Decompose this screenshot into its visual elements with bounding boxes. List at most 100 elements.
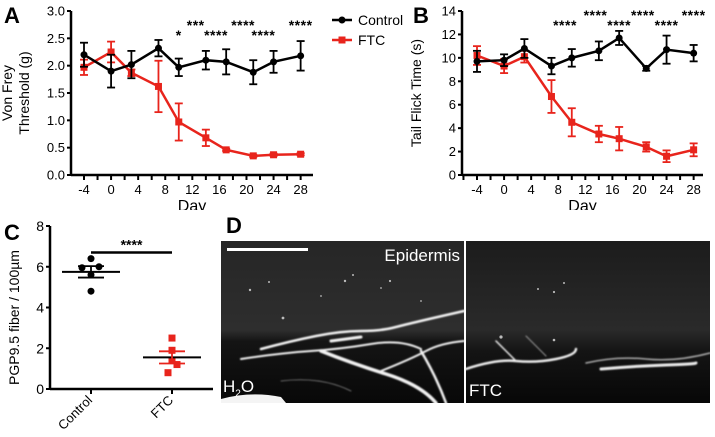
x-tick-label: 12: [185, 182, 199, 197]
x-tick-label: 12: [578, 182, 592, 197]
data-point: [270, 58, 278, 66]
series-control: [62, 255, 120, 295]
data-point: [690, 49, 698, 57]
data-point: [500, 56, 508, 64]
data-point: [690, 146, 698, 154]
panel-letter-b: B: [413, 3, 429, 28]
x-axis-label: Day: [178, 198, 206, 210]
panel-letter-a: A: [4, 3, 20, 28]
panel-letter-d: D: [226, 213, 242, 238]
significance-stars: ****: [584, 7, 608, 23]
data-point: [168, 346, 176, 354]
x-category-label: FTC: [148, 393, 176, 421]
h2o-label: H2O: [223, 378, 254, 399]
y-tick-label: 8: [36, 218, 44, 234]
data-point: [202, 134, 210, 142]
x-tick-label: -4: [471, 182, 483, 197]
legend-graphic: Control FTC: [332, 12, 403, 48]
significance-stars: *: [176, 27, 182, 43]
data-point: [547, 93, 555, 101]
y-axis-label: Tail Flick Time (s): [408, 39, 424, 147]
series-control: [473, 30, 698, 76]
data-point: [127, 61, 135, 69]
data-point: [297, 150, 305, 158]
x-tick-label: 0: [500, 182, 507, 197]
x-tick-label: 8: [162, 182, 169, 197]
significance-stars: ****: [631, 7, 655, 23]
data-point: [80, 51, 88, 59]
chart-pgp95-fiber-density: 0 2 4 6 8 Control FTC PGP9.5 fiber / 100µm ****: [6, 218, 213, 433]
significance-stars: ****: [553, 17, 577, 33]
svg-text:FTC: FTC: [358, 32, 385, 48]
x-tick-label: 16: [605, 182, 619, 197]
y-tick-label: 12: [442, 27, 456, 42]
y-tick-label: 2: [449, 144, 456, 159]
data-point: [154, 44, 162, 52]
y-tick-label: 0: [36, 381, 44, 397]
data-point: [175, 118, 183, 126]
nerve-fibers-image: [221, 241, 464, 403]
h2o-label-h: H: [223, 376, 236, 396]
data-point: [663, 46, 671, 54]
data-point: [168, 334, 176, 342]
data-point: [568, 54, 576, 62]
significance-stars: ****: [655, 17, 679, 33]
data-point: [297, 52, 305, 60]
y-tick-label: 1.0: [47, 113, 65, 128]
data-point: [202, 56, 210, 64]
legend: Control FTC: [330, 12, 420, 52]
h2o-label-sub: 2: [235, 388, 241, 399]
x-tick-label: 28: [686, 182, 700, 197]
significance-stars: ****: [121, 236, 143, 252]
data-point: [173, 361, 181, 369]
x-tick-label: 24: [266, 182, 280, 197]
series-ftc: [80, 40, 305, 160]
x-tick-label: 4: [528, 182, 535, 197]
data-point: [568, 118, 576, 126]
significance-stars: ****: [607, 17, 631, 33]
x-tick-label: 8: [555, 182, 562, 197]
data-point: [87, 255, 95, 263]
scale-bar: [227, 248, 308, 251]
circle-marker-icon: [338, 16, 346, 24]
data-point: [547, 62, 555, 70]
y-tick-label: 4: [36, 300, 44, 316]
x-tick-label: 16: [212, 182, 226, 197]
y-tick-label: 10: [442, 50, 456, 65]
data-point: [473, 57, 481, 65]
y-tick-label: 1.5: [47, 86, 65, 101]
y-tick-label: 6: [449, 97, 456, 112]
data-point: [642, 143, 650, 151]
data-point: [164, 369, 172, 377]
svg-text:Control: Control: [358, 12, 403, 28]
y-tick-label: 2.0: [47, 58, 65, 73]
data-point: [642, 64, 650, 72]
y-tick-label: 14: [442, 4, 456, 19]
micrograph-ftc: FTC: [466, 241, 710, 403]
significance-stars: ****: [204, 27, 228, 43]
x-tick-label: 20: [239, 182, 253, 197]
y-tick-label: 4: [449, 121, 456, 136]
square-marker-icon: [338, 36, 346, 44]
y-tick-label: 2: [36, 340, 44, 356]
x-tick-label: 4: [135, 182, 142, 197]
y-tick-label: 8: [449, 74, 456, 89]
y-tick-label: 0.0: [47, 168, 65, 183]
data-point: [154, 82, 162, 90]
y-tick-label: 0.5: [47, 140, 65, 155]
data-point: [663, 152, 671, 160]
y-axis-label: Threshold (g): [16, 51, 32, 134]
data-point: [520, 44, 528, 52]
legend-item-control: Control: [332, 12, 403, 28]
series-control: [80, 39, 305, 89]
data-point: [595, 47, 603, 55]
data-point: [87, 287, 95, 295]
chart-von-frey: 0.0 0.5 1.0 1.5 2.0 2.5 3.0 -4 0 4 8 12 16 20 24 28 Day V…: [0, 4, 313, 210]
data-point: [222, 146, 230, 154]
series-ftc: [143, 334, 201, 377]
y-tick-label: 2.5: [47, 31, 65, 46]
y-tick-label: 6: [36, 259, 44, 275]
x-tick-label: -4: [78, 182, 90, 197]
data-point: [249, 68, 257, 76]
x-axis-label: Day: [568, 198, 596, 210]
